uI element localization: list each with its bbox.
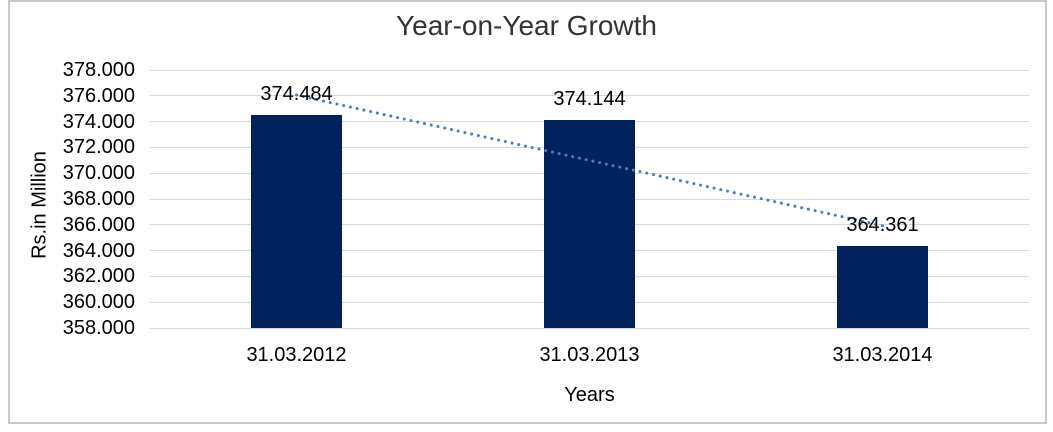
x-tick-label: 31.03.2014 xyxy=(832,344,933,366)
y-tick-label: 364.000 xyxy=(62,239,135,262)
y-tick-label: 376.000 xyxy=(62,84,135,107)
bar xyxy=(251,115,342,328)
y-tick-label: 370.000 xyxy=(62,162,135,185)
y-tick-label: 366.000 xyxy=(62,213,135,236)
x-tick-label: 31.03.2013 xyxy=(539,344,640,366)
y-tick-label: 372.000 xyxy=(62,136,135,159)
bar xyxy=(837,245,928,328)
x-tick-label: 31.03.2012 xyxy=(246,344,347,366)
y-tick-label: 358.000 xyxy=(62,317,135,339)
bar xyxy=(544,119,635,328)
x-axis-title: Years xyxy=(564,384,615,406)
bar-data-label: 374.144 xyxy=(553,87,626,110)
y-tick-label: 368.000 xyxy=(62,188,135,210)
gridline xyxy=(150,327,1029,329)
bar-data-label: 374.484 xyxy=(260,83,333,106)
bar-data-label: 364.361 xyxy=(846,213,919,236)
gridline xyxy=(150,69,1029,71)
y-tick-label: 362.000 xyxy=(62,265,135,288)
chart-title: Year-on-Year Growth xyxy=(396,10,657,41)
y-tick-label: 374.000 xyxy=(62,110,135,133)
y-tick-label: 360.000 xyxy=(62,291,135,314)
y-tick-label: 378.000 xyxy=(62,59,135,81)
